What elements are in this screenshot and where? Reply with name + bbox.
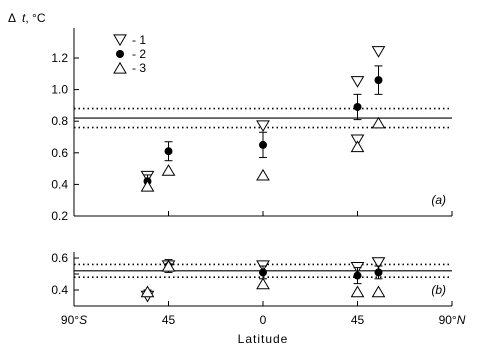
- x-tick-number: 45: [162, 313, 176, 327]
- x-tick-hemisphere: S: [79, 313, 87, 327]
- y-axis-label-unit: , °C: [25, 11, 45, 25]
- series-3-point: [140, 179, 155, 192]
- y-tick-label: 0.6: [51, 251, 68, 265]
- legend-marker-2: [116, 50, 124, 58]
- panel-label: (b): [431, 283, 446, 297]
- x-tick-number: 45: [351, 313, 365, 327]
- series-2-point: [353, 102, 362, 111]
- x-tick-label: 45: [351, 313, 365, 327]
- legend-label: - 1: [132, 33, 146, 47]
- x-tick-number: 90°: [439, 313, 457, 327]
- y-tick-label: 1.0: [51, 83, 68, 97]
- y-tick-label: 0.2: [51, 209, 68, 223]
- legend-marker-3: [113, 61, 127, 74]
- series-3-point: [350, 140, 365, 153]
- y-tick-label: 0.4: [51, 283, 68, 297]
- series-1-point: [371, 257, 386, 269]
- series-3-point: [371, 116, 386, 129]
- series-3-point: [350, 285, 365, 298]
- x-tick-label: 90°N: [439, 313, 466, 327]
- series-1-point: [350, 134, 365, 147]
- series-3-point: [371, 285, 386, 298]
- y-tick-label: 1.2: [51, 51, 68, 65]
- x-tick-label: 45: [162, 313, 176, 327]
- legend-label: - 3: [132, 61, 146, 75]
- series-2-point: [374, 268, 383, 277]
- legend-label: - 2: [132, 47, 146, 61]
- series-1-point: [350, 76, 365, 88]
- series-3-point: [256, 277, 270, 290]
- series-3-point: [161, 259, 176, 272]
- series-2-point: [259, 140, 267, 149]
- series-2-point: [374, 76, 383, 85]
- series-3-point: [256, 168, 270, 181]
- series-2-point: [259, 268, 267, 277]
- x-tick-label: 0: [260, 313, 267, 327]
- y-tick-label: 0.6: [51, 146, 68, 160]
- y-axis-label-delta: Δ: [8, 11, 16, 25]
- panel-label: (a): [431, 193, 446, 207]
- y-axis-label-variable: t: [22, 11, 26, 25]
- series-1-point: [371, 46, 386, 58]
- x-tick-label: 90°S: [61, 313, 87, 327]
- y-tick-label: 0.8: [51, 114, 68, 128]
- series-1-point: [256, 120, 270, 133]
- series-2-point: [353, 271, 362, 280]
- x-tick-hemisphere: N: [457, 313, 466, 327]
- series-2-point: [164, 147, 173, 156]
- series-3-point: [140, 285, 155, 298]
- x-axis-label: Latitude: [238, 332, 289, 346]
- panel-a: 0.2 0.4 0.6 0.8 1.0 1.2 (a) Δ t, °C - 1- 2- 3: [8, 11, 453, 223]
- x-tick-number: 90°: [61, 313, 79, 327]
- legend-marker-1: [113, 34, 127, 47]
- y-tick-label: 0.4: [51, 177, 68, 191]
- panel-b: 0.4 0.6 (b): [51, 251, 453, 307]
- series-3-point: [161, 164, 176, 176]
- x-tick-number: 0: [260, 313, 267, 327]
